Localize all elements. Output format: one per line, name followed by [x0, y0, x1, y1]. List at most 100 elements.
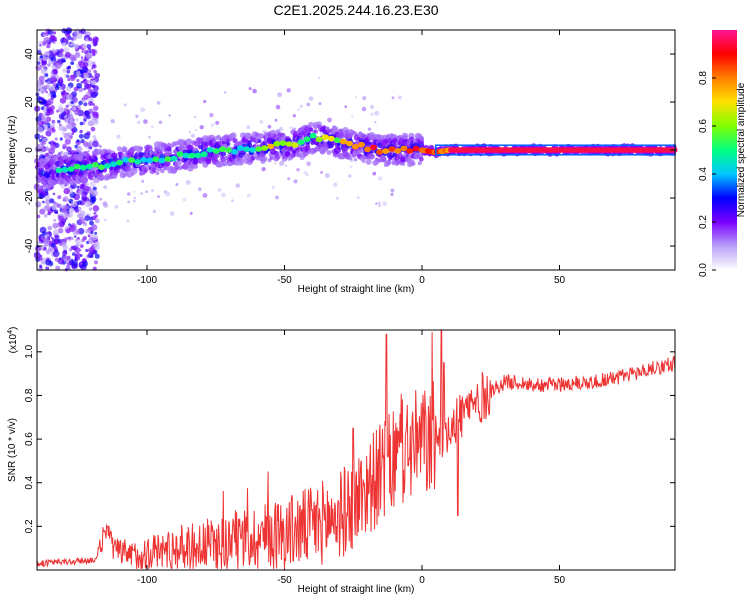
snr-xtick-label: -50	[277, 575, 292, 586]
spectrogram-xtick-label: 50	[554, 275, 566, 286]
spectrogram-noise-cell	[90, 126, 96, 132]
spectrogram-noise-cell	[66, 146, 72, 152]
spectrogram-band-cell	[258, 133, 265, 139]
spectrogram-scatter-cell	[306, 102, 311, 107]
spectrogram-noise-cell	[72, 231, 77, 235]
spectrogram-noise-cell	[94, 218, 100, 224]
spectrogram-cells	[33, 27, 678, 272]
spectrogram-noise-cell	[81, 50, 84, 53]
spectrogram-noise-cell	[92, 140, 99, 148]
spectrogram-scatter-cell	[355, 96, 357, 98]
spectrogram-ridge-cell	[406, 148, 414, 154]
spectrogram-noise-cell	[48, 246, 54, 252]
spectrogram-noise-cell	[73, 86, 79, 92]
spectrogram-noise-cell	[77, 104, 81, 108]
spectrogram-band-cell	[313, 129, 318, 134]
spectrogram-noise-cell	[94, 72, 100, 79]
spectrogram-scatter-cell	[165, 191, 171, 197]
spectrogram-scatter-cell	[248, 87, 252, 91]
spectrogram-scatter-cell	[397, 95, 402, 100]
spectrogram-noise-cell	[44, 213, 48, 218]
spectrogram-noise-cell	[50, 144, 57, 150]
spectrogram-band-cell	[353, 157, 358, 162]
spectrogram-noise-cell	[91, 61, 95, 65]
spectrogram-noise-cell	[40, 68, 48, 75]
spectrogram-noise-cell	[85, 83, 92, 90]
spectrogram-noise-cell	[40, 106, 45, 110]
spectrogram-ridge-cell	[67, 166, 75, 172]
spectrogram-noise-cell	[84, 200, 91, 208]
spectrogram-ridge-cell	[116, 159, 123, 166]
spectrogram-band-cell	[166, 146, 172, 152]
spectrogram-noise-cell	[61, 28, 67, 34]
spectrogram-scatter-cell	[303, 171, 308, 175]
spectrogram-band-cell	[380, 155, 387, 162]
spectrogram-noise-cell	[52, 48, 55, 51]
spectrogram-scatter-cell	[235, 183, 240, 188]
spectrogram-noise-cell	[84, 110, 90, 117]
spectrogram-band-cell	[92, 155, 97, 160]
spectrogram-noise-cell	[92, 249, 98, 255]
spectrogram-ytick-label: -40	[24, 238, 35, 253]
spectrogram-band-cell	[261, 156, 268, 162]
spectrogram-ridge-cell	[285, 141, 293, 147]
snr-ytick-label: 0.4	[24, 475, 35, 489]
spectrogram-ridge-cell	[85, 163, 93, 170]
spectrogram-scatter-cell	[221, 192, 226, 198]
spectrogram-scatter-cell	[324, 173, 330, 179]
spectrogram-noise-cell	[59, 137, 63, 141]
spectrogram-noise-cell	[78, 248, 82, 252]
spectrogram-scatter-cell	[190, 133, 195, 138]
spectrogram-band-cell	[192, 163, 199, 169]
spectrogram-band-cell	[205, 158, 212, 165]
spectrogram-noise-cell	[58, 52, 64, 58]
spectrogram-noise-cell	[82, 78, 88, 85]
colorbar: 0.0 0.2 0.4 0.6 0.8 Normalized spectral ampl…	[698, 30, 747, 277]
spectrogram-scatter-cell	[103, 185, 108, 190]
spectrogram-scatter-cell	[351, 115, 354, 118]
spectrogram-band-cell	[374, 159, 380, 165]
spectrogram-ridge-cell	[122, 157, 130, 163]
spectrogram-scatter-cell	[217, 188, 222, 192]
spectrogram-noise-cell	[79, 129, 83, 134]
spectrogram-scatter-cell	[320, 171, 323, 174]
spectrogram-noise-cell	[47, 225, 52, 231]
spectrogram-ridge-cell	[164, 156, 172, 162]
spectrogram-band-cell	[337, 146, 341, 150]
snr-ytick-label: 1.0	[24, 344, 35, 358]
spectrogram-noise-cell	[68, 247, 71, 251]
spectrogram-noise-cell	[78, 217, 86, 224]
spectrogram-scatter-cell	[133, 196, 137, 200]
spectrogram-noise-cell	[54, 265, 60, 271]
spectrogram-noise-cell	[90, 230, 94, 235]
spectrogram-ridge-cell	[243, 146, 251, 152]
spectrogram-scatter-cell	[333, 182, 338, 187]
spectrogram-noise-cell	[39, 146, 45, 152]
spectrogram-noise-cell	[76, 139, 80, 143]
spectrogram-band-cell	[176, 160, 182, 166]
spectrogram-xtick-label: 0	[419, 275, 425, 286]
spectrogram-scatter-cell	[102, 201, 108, 207]
spectrogram-scatter-cell	[286, 88, 291, 93]
snr-ytick-label: 0.8	[24, 388, 35, 402]
spectrogram-noise-cell	[75, 145, 83, 153]
spectrogram-noise-cell	[64, 51, 71, 58]
spectrogram-band-cell	[361, 159, 366, 164]
spectrogram-noise-cell	[48, 53, 55, 60]
spectrogram-scatter-cell	[127, 192, 131, 196]
spectrogram-noise-cell	[89, 181, 96, 188]
spectrogram-band-cell	[275, 153, 281, 160]
spectrogram-noise-cell	[74, 208, 79, 213]
spectrogram-noise-cell	[51, 119, 56, 124]
spectrogram-noise-cell	[52, 229, 60, 236]
spectrogram-ridge-cell	[170, 155, 178, 162]
spectrogram-noise-cell	[65, 228, 71, 234]
spectrogram-ytick-label: 40	[24, 48, 35, 60]
spectrogram-ridge-cell	[303, 136, 311, 143]
spectrogram-band-cell	[292, 152, 297, 157]
spectrogram-noise-cell	[50, 242, 56, 248]
spectrogram-scatter-cell	[103, 218, 107, 222]
spectrogram-ridge-cell	[309, 132, 317, 139]
spectrogram-noise-cell	[45, 130, 52, 137]
spectrogram-noise-cell	[63, 47, 70, 53]
